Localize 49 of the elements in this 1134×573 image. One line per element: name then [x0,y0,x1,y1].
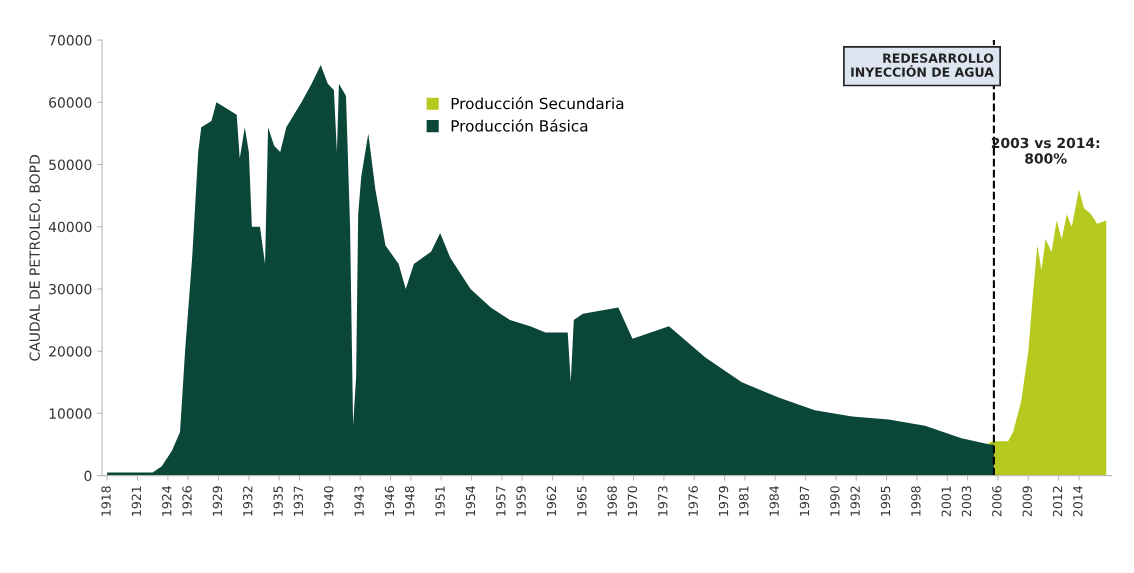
x-tick-label: 1935 [273,486,283,516]
x-tick-label: 1937 [293,486,304,516]
x-tick-label: 1929 [212,486,223,516]
x-tick-label: 1987 [799,486,810,516]
x-tick-label: 1954 [465,486,476,516]
x-tick-label: 1962 [546,486,557,516]
y-axis-title: CAUDAL DE PETROLEO, BOPD [29,155,42,361]
x-tick-label: 1921 [131,486,142,516]
x-tick-label: 1946 [384,486,395,516]
x-tick-label: 1965 [577,486,587,516]
x-tick-label: 1918 [101,486,111,516]
legend-label: Producción Básica [451,119,588,132]
x-tick-label: 2012 [1052,486,1063,517]
y-tick-label: 70000 [49,35,92,46]
x-tick-label: 1979 [718,486,729,516]
x-tick-label: 1926 [182,486,192,516]
x-tick-label: 1932 [243,486,253,516]
annotation: 2003 vs 2014: 800% [991,137,1100,164]
y-tick-label: 20000 [49,346,92,357]
y-tick-label: 10000 [49,408,92,419]
x-tick-label: 1959 [516,486,526,516]
x-tick-label: 2003 [961,486,972,517]
x-tick-label: 1990 [830,486,840,516]
x-tick-label: 1973 [658,486,668,516]
x-tick-label: 1981 [739,486,749,516]
x-tick-label: 2001 [941,486,951,517]
x-tick-label: 1970 [627,486,638,516]
x-tick-label: 1957 [496,486,506,516]
x-tick-label: 1995 [880,486,891,516]
x-tick-label: 1948 [404,486,415,516]
x-tick-label: 2009 [1022,486,1032,517]
y-tick-label: 40000 [48,221,92,233]
y-tick-label: 60000 [49,97,92,108]
y-tick-label: 0 [84,470,92,482]
x-tick-label: 1998 [911,486,921,516]
x-tick-label: 1940 [324,486,334,516]
x-tick-label: 1976 [688,486,698,516]
x-tick-label: 2006 [992,486,1002,517]
x-tick-label: 1943 [354,486,364,516]
x-tick-label: 1924 [162,486,172,516]
ref-line-label: REDESARROLLO INYECCIÓN DE AGUA [851,53,994,77]
x-tick-label: 2014 [1073,486,1083,517]
y-tick-label: 50000 [49,159,92,171]
x-tick-label: 1984 [769,486,779,516]
x-tick-label: 1951 [435,486,445,516]
y-tick-label: 30000 [49,283,92,295]
x-tick-label: 1968 [607,486,617,516]
x-tick-label: 1992 [850,486,860,516]
legend-label: Producción Secundaria [451,96,624,110]
